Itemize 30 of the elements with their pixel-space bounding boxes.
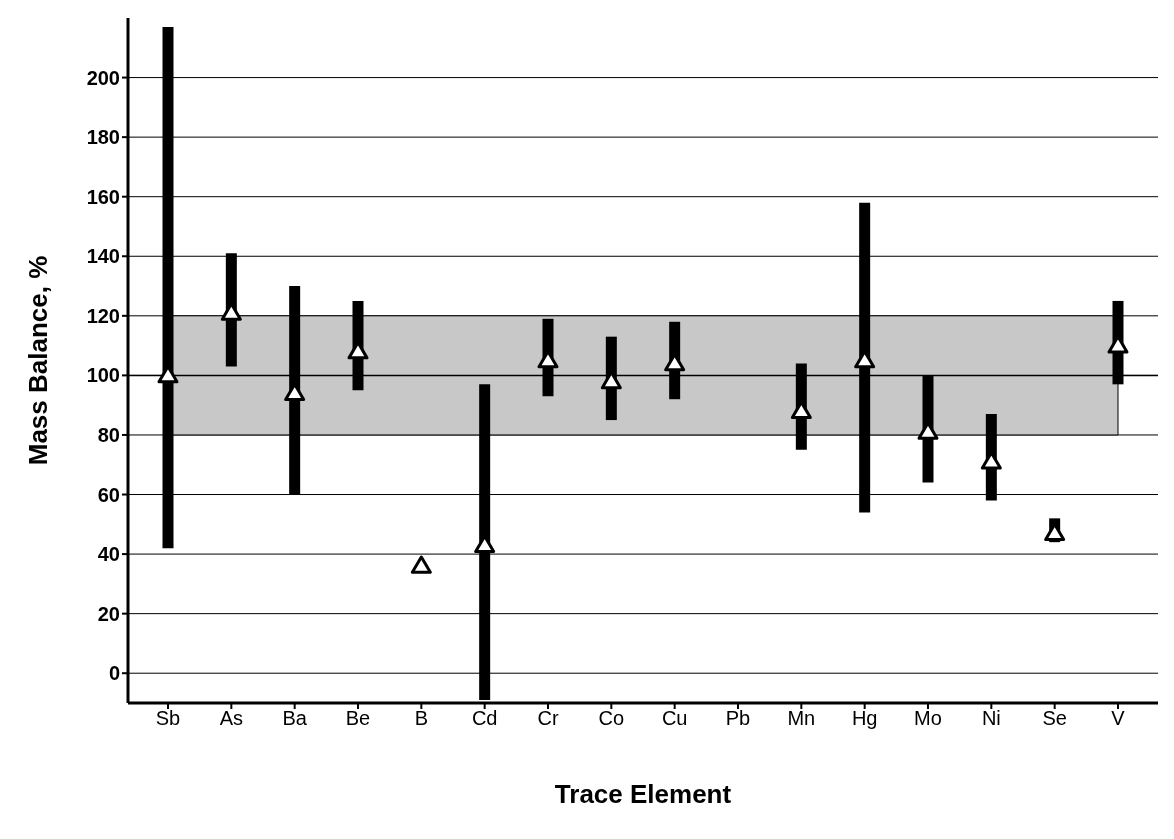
x-tick-label: Hg [851,707,878,730]
y-tick-label: 160 [86,185,120,208]
x-tick-label: Pb [725,707,751,730]
x-tick-label: Ni [981,707,1001,730]
x-tick-label: Cd [471,707,498,730]
y-tick-label: 180 [86,126,120,149]
y-tick-label: 60 [97,483,120,506]
y-tick-label: 140 [86,245,120,268]
x-tick-label: Mn [787,707,816,730]
x-tick-label: Sb [155,707,181,730]
x-tick-label: Mo [914,707,942,730]
x-tick-label: Cu [661,707,688,730]
x-axis-title: Trace Element [554,779,732,809]
x-tick-label: Se [1042,707,1067,730]
x-tick-label: V [1111,707,1126,730]
y-tick-label: 120 [86,304,120,327]
y-tick-label: 200 [86,66,120,89]
x-tick-label: Cr [537,707,559,730]
x-tick-label: Be [345,707,371,730]
y-axis-title: Mass Balance, % [23,255,54,466]
y-tick-label: 80 [97,424,120,447]
y-tick-label: 40 [97,543,120,566]
x-tick-label: Co [598,707,625,730]
y-tick-label: 20 [97,602,120,625]
x-tick-label: B [414,707,429,730]
y-tick-label: 100 [86,364,120,387]
y-tick-label: 0 [108,662,120,685]
x-tick-label: Ba [282,707,308,730]
point [410,555,432,574]
x-tick-label: As [219,707,244,730]
